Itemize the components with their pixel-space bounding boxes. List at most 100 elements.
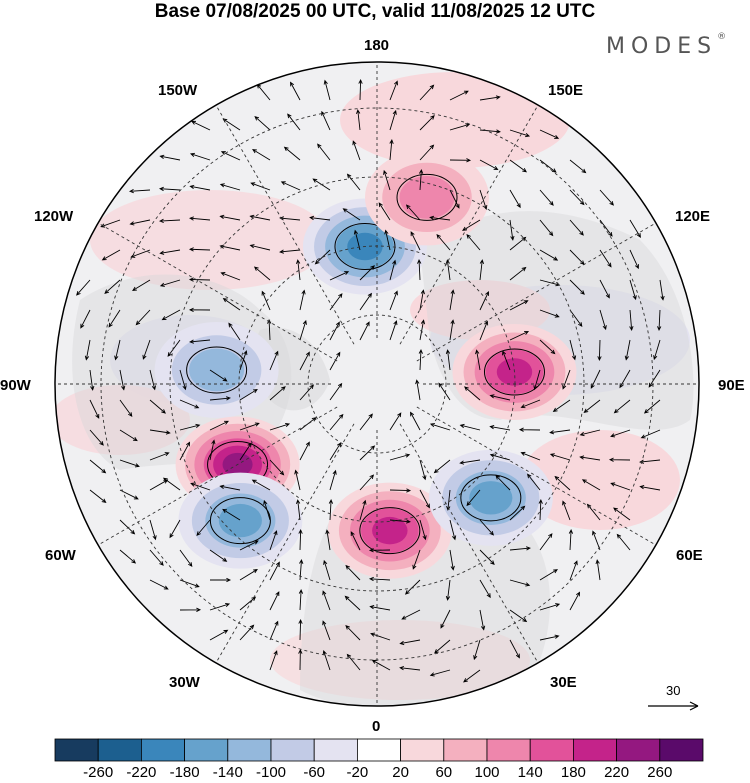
africa-positive xyxy=(520,430,680,530)
latitude-circle xyxy=(307,314,447,454)
colorbar-segment xyxy=(400,738,445,762)
colorbar-segment xyxy=(184,738,229,762)
arrow-icon xyxy=(130,249,151,258)
colorbar-segment xyxy=(616,738,661,762)
arrow-icon xyxy=(299,319,307,341)
arrow-icon xyxy=(473,639,481,661)
arrow-icon xyxy=(389,320,398,341)
arrow-icon xyxy=(526,473,541,491)
arrow-icon xyxy=(309,215,331,221)
arrow-icon xyxy=(419,169,424,191)
arrow-icon xyxy=(298,528,303,551)
colorbar-tick-label: 100 xyxy=(474,764,500,781)
arrow-icon xyxy=(329,413,344,431)
colorbar-segment xyxy=(313,738,358,762)
arrow-icon xyxy=(119,429,138,442)
arrow-icon xyxy=(509,219,515,241)
meridian-line xyxy=(215,104,355,345)
arrow-icon xyxy=(322,650,331,671)
arrow-icon xyxy=(440,609,451,629)
arrow-icon xyxy=(610,482,631,491)
arrow-icon xyxy=(370,632,391,641)
arrow-icon xyxy=(399,665,421,671)
arrow-icon xyxy=(80,309,91,329)
anomaly-contour xyxy=(469,481,513,515)
anomaly-isoline xyxy=(483,348,545,396)
arrow-icon xyxy=(417,258,422,281)
arrow-icon xyxy=(569,279,585,295)
arrow-icon xyxy=(433,459,451,474)
arrow-icon xyxy=(629,309,634,331)
arrow-icon xyxy=(389,109,397,131)
arrow-icon xyxy=(179,579,200,588)
arrow-icon xyxy=(239,596,257,611)
arrow-icon xyxy=(196,519,211,537)
arrow-icon xyxy=(250,182,271,191)
arrow-icon xyxy=(368,548,391,553)
arrow-icon xyxy=(389,488,412,493)
arrow-icon xyxy=(119,519,136,535)
arrow-icon xyxy=(328,498,334,521)
arrow-icon xyxy=(329,321,340,341)
meridian-line xyxy=(215,423,355,664)
colorbar-ticks: -260 -220 -180 -140 -100 -60 -20 20 60 100 140 180 2… xyxy=(0,764,750,783)
registered-mark: ® xyxy=(717,32,727,42)
anomaly-contour xyxy=(189,348,245,392)
arrow-icon xyxy=(549,453,571,461)
label-lon-60e: 60E xyxy=(676,547,703,564)
arrow-icon xyxy=(161,309,181,321)
colorbar-tick-label: -60 xyxy=(303,764,326,781)
arrow-icon xyxy=(159,249,181,255)
arrow-icon xyxy=(279,249,301,254)
arrow-icon xyxy=(100,219,121,228)
arrow-icon xyxy=(434,639,451,654)
arrow-icon xyxy=(280,181,301,191)
arrow-icon xyxy=(101,249,121,261)
arrow-icon xyxy=(539,569,558,581)
colorbar-tick-label: -20 xyxy=(346,764,369,781)
arrow-icon xyxy=(359,499,367,521)
arrow-icon xyxy=(509,331,530,341)
arrow-icon xyxy=(84,339,91,361)
colorbar-segment xyxy=(443,738,488,762)
arrow-icon xyxy=(569,219,584,236)
arrow-icon xyxy=(479,159,499,170)
meridian-line xyxy=(399,104,539,345)
arrow-icon xyxy=(239,624,255,641)
arrow-icon xyxy=(249,214,271,221)
arrow-icon xyxy=(389,453,411,461)
arrow-icon xyxy=(653,339,661,361)
arrow-icon xyxy=(209,549,228,562)
arrow-icon xyxy=(295,499,301,521)
meridian-line xyxy=(399,423,539,664)
arrow-icon xyxy=(539,309,560,318)
arrow-icon xyxy=(579,429,601,437)
arrow-icon xyxy=(475,349,481,371)
label-lon-90w: 90W xyxy=(0,377,31,394)
arrow-icon xyxy=(294,469,301,491)
arrow-icon xyxy=(659,279,665,301)
anomaly-russia-low xyxy=(428,449,553,546)
arrow-icon xyxy=(539,634,560,641)
arrow-icon xyxy=(629,249,639,270)
arrow-icon xyxy=(404,579,421,595)
arrow-icon xyxy=(657,309,662,332)
anomaly-isoline xyxy=(209,497,271,545)
arrow-icon xyxy=(389,519,411,524)
arrow-icon xyxy=(299,351,310,371)
arrow-icon xyxy=(269,459,285,476)
arrow-icon xyxy=(509,300,529,311)
arrow-icon xyxy=(189,216,211,221)
arrow-icon xyxy=(222,118,241,131)
label-lon-120e: 120E xyxy=(675,208,711,225)
arrow-icon xyxy=(445,579,451,601)
arrow-icon xyxy=(583,399,601,414)
arrow-icon xyxy=(119,369,126,391)
arrow-icon xyxy=(209,396,231,401)
arrow-icon xyxy=(269,422,291,431)
arrow-icon xyxy=(538,498,543,521)
arrow-icon xyxy=(479,290,489,311)
arrow-icon xyxy=(269,650,278,671)
arrow-icon xyxy=(419,519,427,541)
